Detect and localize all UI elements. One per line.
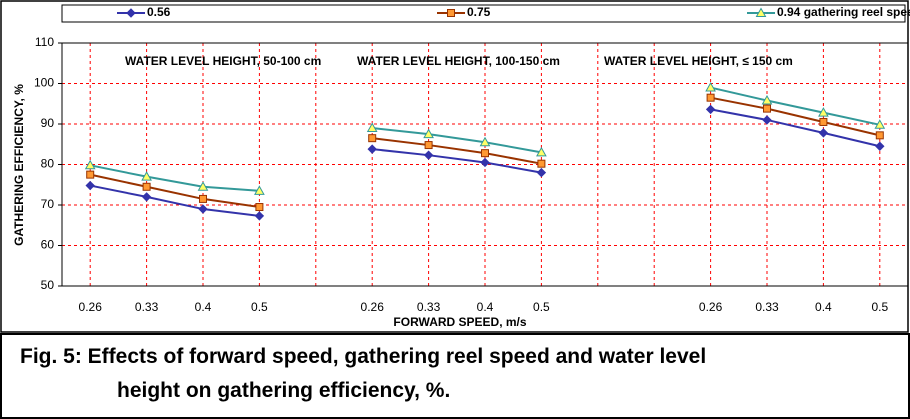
marker [755, 7, 767, 17]
x-tick-label: 0.26 [361, 300, 385, 314]
marker [818, 107, 829, 117]
y-tick-label: 80 [41, 157, 55, 171]
legend-box [61, 4, 906, 23]
series-line [89, 96, 881, 209]
marker [706, 93, 715, 102]
marker [255, 203, 264, 212]
marker [818, 128, 829, 138]
legend-label: 0.56 [147, 5, 171, 19]
marker [705, 82, 716, 92]
y-tick-label: 90 [41, 116, 55, 130]
x-axis-label: FORWARD SPEED, m/s [393, 315, 526, 329]
marker [367, 144, 377, 154]
chart: FORWARD SPEED, m/s GATHERING EFFICIENCY,… [0, 0, 910, 333]
caption-box: Fig. 5: Effects of forward speed, gather… [0, 333, 910, 419]
marker [368, 134, 377, 143]
x-tick-label: 0.4 [477, 300, 494, 314]
marker [536, 146, 547, 157]
x-tick-label: 0.26 [79, 300, 103, 314]
marker [84, 159, 96, 170]
marker [481, 149, 489, 158]
marker [254, 185, 265, 195]
x-tick-label: 0.33 [135, 300, 159, 314]
y-tick-label: 70 [41, 197, 55, 211]
marker [254, 211, 265, 221]
caption-line: height on gathering efficiency, %. [117, 379, 451, 402]
marker [366, 122, 378, 133]
y-tick-label: 110 [35, 35, 54, 49]
x-tick-label: 0.5 [533, 300, 550, 314]
marker [875, 131, 884, 140]
y-tick-label: 100 [34, 76, 54, 90]
marker [875, 141, 885, 151]
caption-line: Fig. 5: Effects of forward speed, gather… [20, 345, 707, 368]
marker [447, 9, 455, 17]
marker [536, 167, 547, 178]
marker [86, 170, 95, 179]
marker [537, 159, 546, 168]
x-tick-label: 0.4 [815, 300, 832, 314]
marker [199, 194, 207, 203]
marker [763, 104, 771, 113]
marker [197, 181, 209, 191]
marker [198, 204, 208, 214]
marker [761, 94, 773, 105]
marker [126, 8, 136, 18]
marker [142, 182, 151, 191]
legend-label: 0.94 gathering reel speed, m/s [777, 5, 910, 19]
marker [85, 180, 95, 191]
annotation: WATER LEVEL HEIGHT, ≤ 150 cm [604, 54, 793, 68]
legend-label: 0.75 [467, 5, 491, 19]
x-tick-label: 0.4 [195, 300, 212, 314]
marker [423, 150, 434, 160]
marker [480, 157, 490, 168]
x-tick-label: 0.33 [417, 300, 441, 314]
marker [424, 141, 433, 150]
x-tick-label: 0.26 [699, 300, 723, 314]
marker [819, 117, 828, 126]
marker [141, 171, 152, 181]
marker [141, 192, 152, 202]
series-line [90, 86, 881, 192]
chart-frame [0, 0, 909, 333]
x-tick-label: 0.5 [251, 300, 268, 314]
annotation: WATER LEVEL HEIGHT, 100-150 cm [357, 54, 560, 68]
marker [762, 115, 772, 125]
x-tick-label: 0.5 [871, 300, 888, 314]
y-tick-label: 60 [41, 238, 55, 252]
marker [479, 136, 491, 147]
x-tick-label: 0.33 [755, 300, 779, 314]
plot-area [61, 42, 909, 287]
marker [874, 119, 886, 129]
y-tick-label: 50 [41, 278, 55, 292]
marker [705, 104, 716, 115]
marker [423, 128, 434, 139]
annotation: WATER LEVEL HEIGHT, 50-100 cm [125, 54, 321, 68]
y-axis-label: GATHERING EFFICIENCY, % [12, 84, 26, 246]
series-line [90, 108, 881, 217]
